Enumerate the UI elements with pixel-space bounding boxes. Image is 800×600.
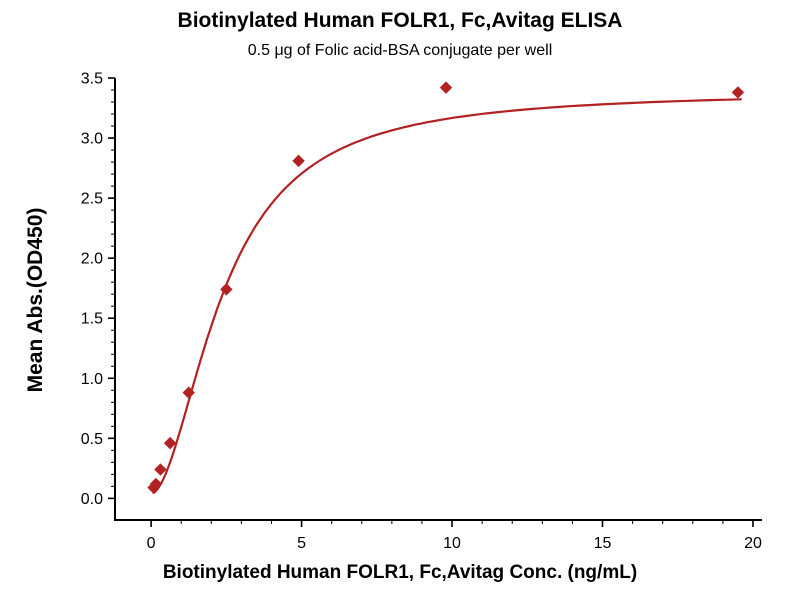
data-point-marker bbox=[220, 283, 233, 296]
data-point-marker bbox=[163, 436, 177, 450]
y-tick-label: 0.5 bbox=[81, 431, 103, 448]
data-point-marker bbox=[149, 477, 163, 491]
x-tick-label: 15 bbox=[594, 535, 612, 552]
y-tick-label: 1.5 bbox=[81, 311, 103, 328]
data-point-marker bbox=[182, 386, 195, 399]
x-tick-label: 10 bbox=[443, 535, 461, 552]
chart-title: Biotinylated Human FOLR1, Fc,Avitag ELIS… bbox=[177, 9, 623, 32]
x-tick-label: 20 bbox=[744, 535, 762, 552]
y-tick-label: 3.5 bbox=[81, 71, 103, 88]
y-tick-label: 0.0 bbox=[81, 491, 103, 508]
data-point-marker bbox=[154, 463, 167, 476]
data-point-marker bbox=[292, 154, 305, 168]
x-axis-label: Biotinylated Human FOLR1, Fc,Avitag Conc… bbox=[162, 562, 638, 583]
x-tick-label: 0 bbox=[147, 535, 156, 552]
data-point-marker bbox=[439, 81, 453, 94]
data-point-marker bbox=[731, 86, 745, 99]
y-tick-label: 3.0 bbox=[81, 131, 103, 148]
x-tick-label: 5 bbox=[297, 535, 306, 552]
y-tick-label: 1.0 bbox=[81, 371, 103, 388]
y-tick-label: 2.0 bbox=[81, 251, 103, 268]
chart-subtitle: 0.5 μg of Folic acid-BSA conjugate per w… bbox=[247, 42, 553, 59]
fit-curve bbox=[152, 98, 742, 494]
y-tick-label: 2.5 bbox=[81, 191, 103, 208]
